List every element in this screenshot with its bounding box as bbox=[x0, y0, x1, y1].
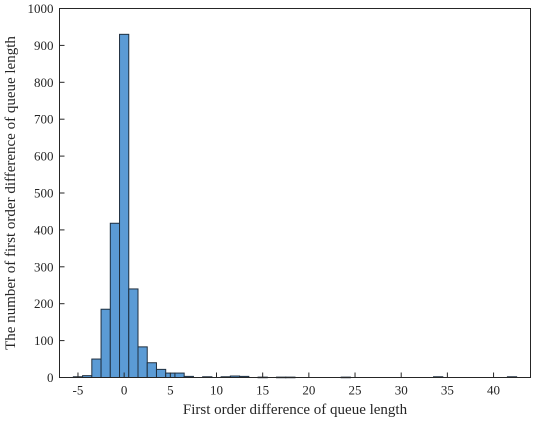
y-tick-label-8: 800 bbox=[34, 75, 54, 90]
x-tick-label-1: 0 bbox=[121, 383, 128, 398]
y-tick-label-2: 200 bbox=[34, 296, 54, 311]
y-axis-label: The number of first order difference of … bbox=[3, 36, 19, 350]
y-ticks: 0 100 200 300 400 500 600 700 800 900 1000 bbox=[28, 1, 65, 385]
bars-group bbox=[72, 33, 518, 379]
bar-2 bbox=[91, 358, 102, 378]
x-tick-label-2: 5 bbox=[167, 383, 174, 398]
x-tick-label-0: -5 bbox=[73, 383, 84, 398]
x-tick-label-3: 10 bbox=[210, 383, 223, 398]
bar-5 bbox=[119, 33, 130, 379]
bar-4 bbox=[109, 222, 121, 378]
y-tick-label-3: 300 bbox=[34, 259, 54, 274]
y-tick-label-1: 100 bbox=[34, 333, 54, 348]
x-axis-label: First order difference of queue length bbox=[183, 402, 408, 418]
bar-8 bbox=[146, 362, 157, 378]
bar-6 bbox=[128, 288, 139, 378]
bar-3 bbox=[100, 308, 111, 378]
bar-11 bbox=[174, 372, 185, 378]
bar-7 bbox=[137, 346, 148, 378]
y-tick-label-0: 0 bbox=[47, 370, 54, 385]
y-tick-label-6: 600 bbox=[34, 149, 54, 164]
y-tick-label-10: 1000 bbox=[28, 1, 54, 16]
x-tick-label-4: 15 bbox=[256, 383, 269, 398]
y-tick-label-7: 700 bbox=[34, 112, 54, 127]
y-tick-label-9: 900 bbox=[34, 38, 54, 53]
x-tick-label-9: 40 bbox=[487, 383, 500, 398]
bar-9 bbox=[155, 368, 167, 378]
x-ticks: -5 0 5 10 15 20 25 30 35 40 bbox=[73, 372, 500, 398]
x-tick-label-5: 20 bbox=[302, 383, 315, 398]
y-tick-label-5: 500 bbox=[34, 186, 54, 201]
x-tick-label-6: 25 bbox=[349, 383, 362, 398]
x-tick-label-7: 30 bbox=[395, 383, 408, 398]
x-tick-label-8: 35 bbox=[441, 383, 454, 398]
y-tick-label-4: 400 bbox=[34, 222, 54, 237]
